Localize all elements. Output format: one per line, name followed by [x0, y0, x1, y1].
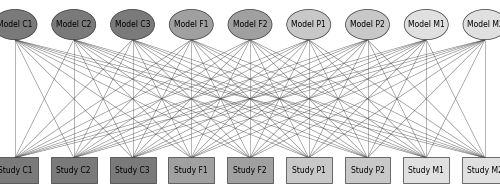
Ellipse shape — [0, 9, 37, 40]
Text: Study P1: Study P1 — [292, 166, 326, 175]
Text: Study P2: Study P2 — [350, 166, 384, 175]
Text: Study M1: Study M1 — [408, 166, 444, 175]
Text: Model C1: Model C1 — [0, 20, 32, 29]
Text: Study F2: Study F2 — [233, 166, 267, 175]
Text: Model M1: Model M1 — [408, 20, 445, 29]
FancyBboxPatch shape — [168, 157, 214, 183]
Text: Model C2: Model C2 — [56, 20, 92, 29]
FancyBboxPatch shape — [403, 157, 449, 183]
Text: Study C1: Study C1 — [0, 166, 32, 175]
Ellipse shape — [404, 9, 448, 40]
FancyBboxPatch shape — [462, 157, 500, 183]
Text: Study F1: Study F1 — [174, 166, 208, 175]
Text: Study M2: Study M2 — [467, 166, 500, 175]
Text: Study C3: Study C3 — [115, 166, 150, 175]
Text: Model F2: Model F2 — [233, 20, 267, 29]
FancyBboxPatch shape — [344, 157, 391, 183]
FancyBboxPatch shape — [286, 157, 332, 183]
Ellipse shape — [463, 9, 500, 40]
Ellipse shape — [169, 9, 213, 40]
Ellipse shape — [110, 9, 154, 40]
Ellipse shape — [228, 9, 272, 40]
FancyBboxPatch shape — [227, 157, 273, 183]
Text: Model M2: Model M2 — [466, 20, 500, 29]
Ellipse shape — [286, 9, 331, 40]
Ellipse shape — [52, 9, 96, 40]
FancyBboxPatch shape — [51, 157, 97, 183]
Ellipse shape — [346, 9, 390, 40]
Text: Model F1: Model F1 — [174, 20, 208, 29]
Text: Model P2: Model P2 — [350, 20, 385, 29]
FancyBboxPatch shape — [110, 157, 156, 183]
Text: Model C3: Model C3 — [115, 20, 150, 29]
Text: Study C2: Study C2 — [56, 166, 91, 175]
FancyBboxPatch shape — [0, 157, 38, 183]
Text: Model P1: Model P1 — [292, 20, 326, 29]
